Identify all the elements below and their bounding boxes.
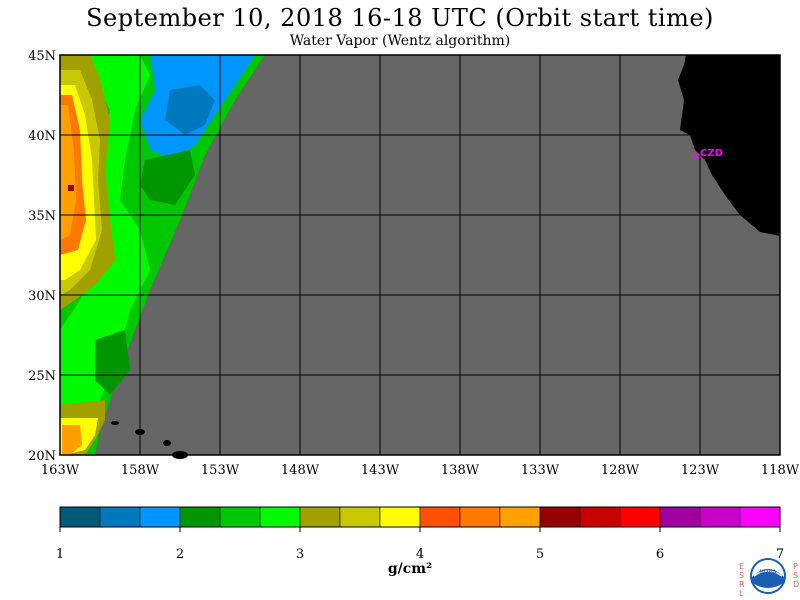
colorbar-tick-label: 1 — [56, 547, 64, 562]
noaa-logo: NOAA — [750, 558, 786, 594]
map-grid — [60, 55, 780, 455]
noaa-logo-text: NOAA — [759, 569, 777, 576]
colorbar-units: g/cm² — [387, 561, 433, 577]
colorbar-swatch — [499, 506, 541, 528]
colorbar-swatch — [619, 506, 661, 528]
swath-orange-4p4 — [60, 105, 76, 240]
colorbar-swatch — [339, 506, 381, 528]
colorbar-tick-label: 3 — [296, 547, 304, 562]
lat-label: 25N — [28, 369, 56, 384]
colorbar-swatch — [139, 506, 181, 528]
swath-dkgreen-2p2b — [95, 330, 130, 395]
colorbar-tick-label: 2 — [176, 547, 184, 562]
swath-darkred-spot — [68, 185, 74, 191]
lon-label: 153W — [201, 463, 240, 478]
colorbar-swatch — [739, 506, 781, 528]
station-label: CZD — [700, 148, 723, 159]
colorbar-swatch — [299, 506, 341, 528]
chart-subtitle: Water Vapor (Wentz algorithm) — [289, 33, 511, 49]
water-vapor-field — [60, 55, 265, 455]
colorbar-swatch — [539, 506, 581, 528]
lon-label: 148W — [281, 463, 320, 478]
colorbar-swatch — [179, 506, 221, 528]
lat-label: 20N — [28, 449, 56, 464]
longitude-labels: 163W 158W 153W 148W 143W 138W 133W 128W 123W 118W — [41, 463, 800, 478]
lon-label: 163W — [41, 463, 80, 478]
colorbar-swatch — [59, 506, 101, 528]
lon-label: 143W — [361, 463, 400, 478]
swath-dkgreen-2p2 — [140, 150, 195, 205]
colorbar-tick-label: 7 — [776, 547, 784, 562]
lon-label: 123W — [681, 463, 720, 478]
lon-label: 118W — [761, 463, 800, 478]
swath-orange-south — [62, 425, 82, 455]
lon-label: 138W — [441, 463, 480, 478]
colorbar-tick-labels: 1 2 3 4 5 6 7 — [56, 527, 784, 562]
latitude-labels: 45N 40N 35N 30N 25N 20N — [28, 49, 56, 464]
colorbar-tick-label: 4 — [416, 547, 424, 562]
colorbar-tick-label: 5 — [536, 547, 544, 562]
colorbar-swatch — [459, 506, 501, 528]
california-land — [678, 55, 780, 236]
lat-label: 45N — [28, 49, 56, 64]
swath-blue-1p6 — [165, 85, 215, 135]
colorbar-tick-label: 6 — [656, 547, 664, 562]
lon-label: 128W — [601, 463, 640, 478]
lon-label: 158W — [121, 463, 160, 478]
station-marker — [692, 152, 700, 160]
colorbar-swatch — [99, 506, 141, 528]
colorbar — [59, 506, 781, 528]
colorbar-swatch — [379, 506, 421, 528]
lon-label: 133W — [521, 463, 560, 478]
colorbar-swatch — [219, 506, 261, 528]
colorbar-swatch — [419, 506, 461, 528]
chart-title: September 10, 2018 16-18 UTC (Orbit star… — [86, 4, 714, 32]
colorbar-swatch — [659, 506, 701, 528]
colorbar-swatch — [259, 506, 301, 528]
colorbar-swatch — [579, 506, 621, 528]
map-border — [59, 54, 781, 456]
lat-label: 30N — [28, 289, 56, 304]
lat-label: 35N — [28, 209, 56, 224]
lat-label: 40N — [28, 129, 56, 144]
colorbar-swatch — [699, 506, 741, 528]
